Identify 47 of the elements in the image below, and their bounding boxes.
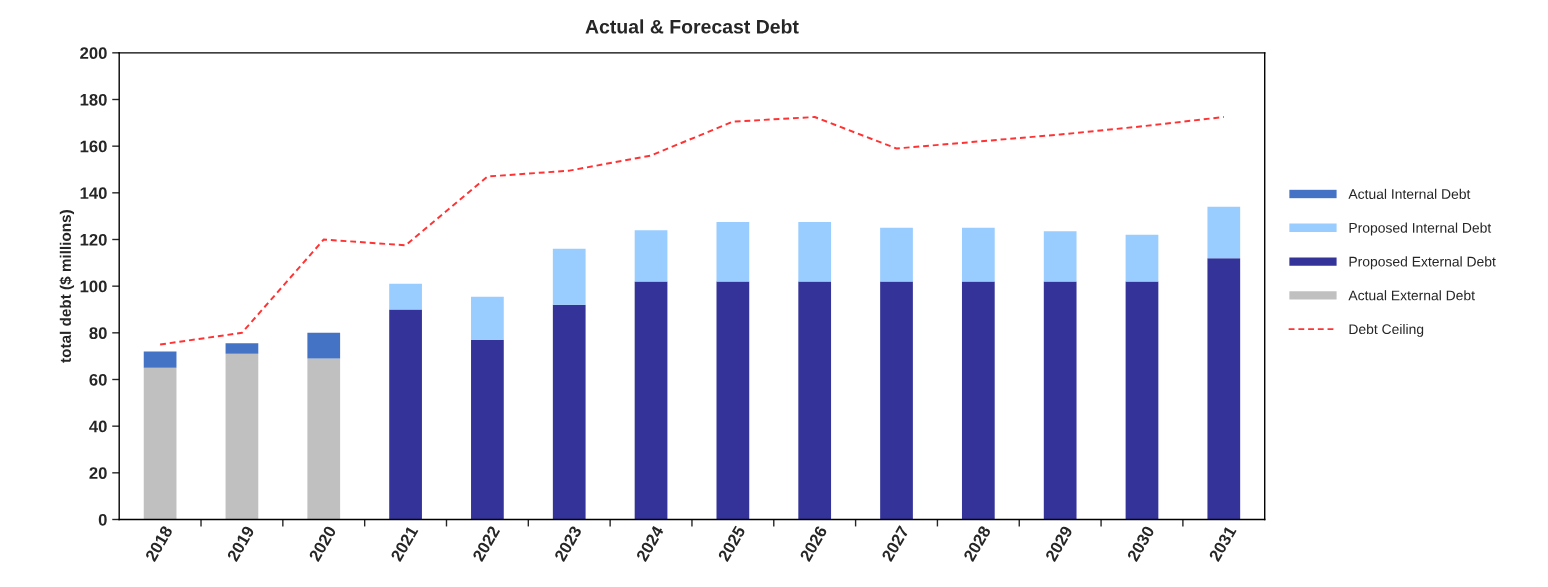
bar — [634, 281, 668, 520]
bar — [225, 353, 259, 520]
y-tick-label: 100 — [80, 280, 107, 293]
y-tick-label: 60 — [89, 373, 107, 386]
y-tick-label: 200 — [80, 47, 107, 60]
legend-label: Actual Internal Debt — [1348, 188, 1471, 199]
legend-label: Debt Ceiling — [1349, 323, 1424, 337]
y-tick-label: 20 — [89, 467, 107, 480]
bar — [1125, 281, 1159, 520]
y-tick-label: 120 — [80, 233, 107, 246]
bar — [1043, 231, 1077, 282]
bar — [1125, 234, 1159, 282]
bar — [798, 281, 832, 520]
bar — [552, 304, 586, 520]
y-tick-label: 140 — [80, 187, 107, 200]
bar — [716, 222, 750, 282]
bar — [961, 227, 995, 282]
bar — [143, 367, 177, 520]
bar — [880, 227, 913, 282]
bar — [961, 281, 995, 520]
y-tick-label: 160 — [80, 140, 107, 153]
bar — [1207, 258, 1241, 520]
bar — [389, 283, 422, 310]
bar — [1207, 206, 1241, 259]
bar — [143, 351, 177, 368]
bar — [1043, 281, 1077, 520]
bar — [552, 248, 586, 305]
bar — [716, 281, 750, 520]
bar — [880, 281, 913, 520]
bar — [634, 230, 668, 282]
bar — [225, 343, 259, 354]
bar — [389, 309, 422, 520]
y-tick-label: 180 — [80, 93, 107, 106]
chart-title: Actual & Forecast Debt — [585, 19, 799, 34]
bar — [798, 222, 832, 282]
legend-label: Actual External Debt — [1348, 290, 1475, 301]
y-tick-label: 80 — [89, 327, 107, 340]
legend-label: Proposed Internal Debt — [1349, 222, 1492, 236]
bar — [307, 332, 341, 359]
bar — [471, 296, 504, 340]
line-series — [159, 116, 1225, 346]
bar — [471, 339, 504, 520]
y-tick-label: 0 — [98, 513, 107, 526]
legend-label: Proposed External Debt — [1349, 256, 1496, 270]
y-axis-title: total debt ($ millions) — [59, 210, 75, 363]
bar — [307, 358, 341, 520]
y-tick-label: 40 — [89, 420, 107, 433]
